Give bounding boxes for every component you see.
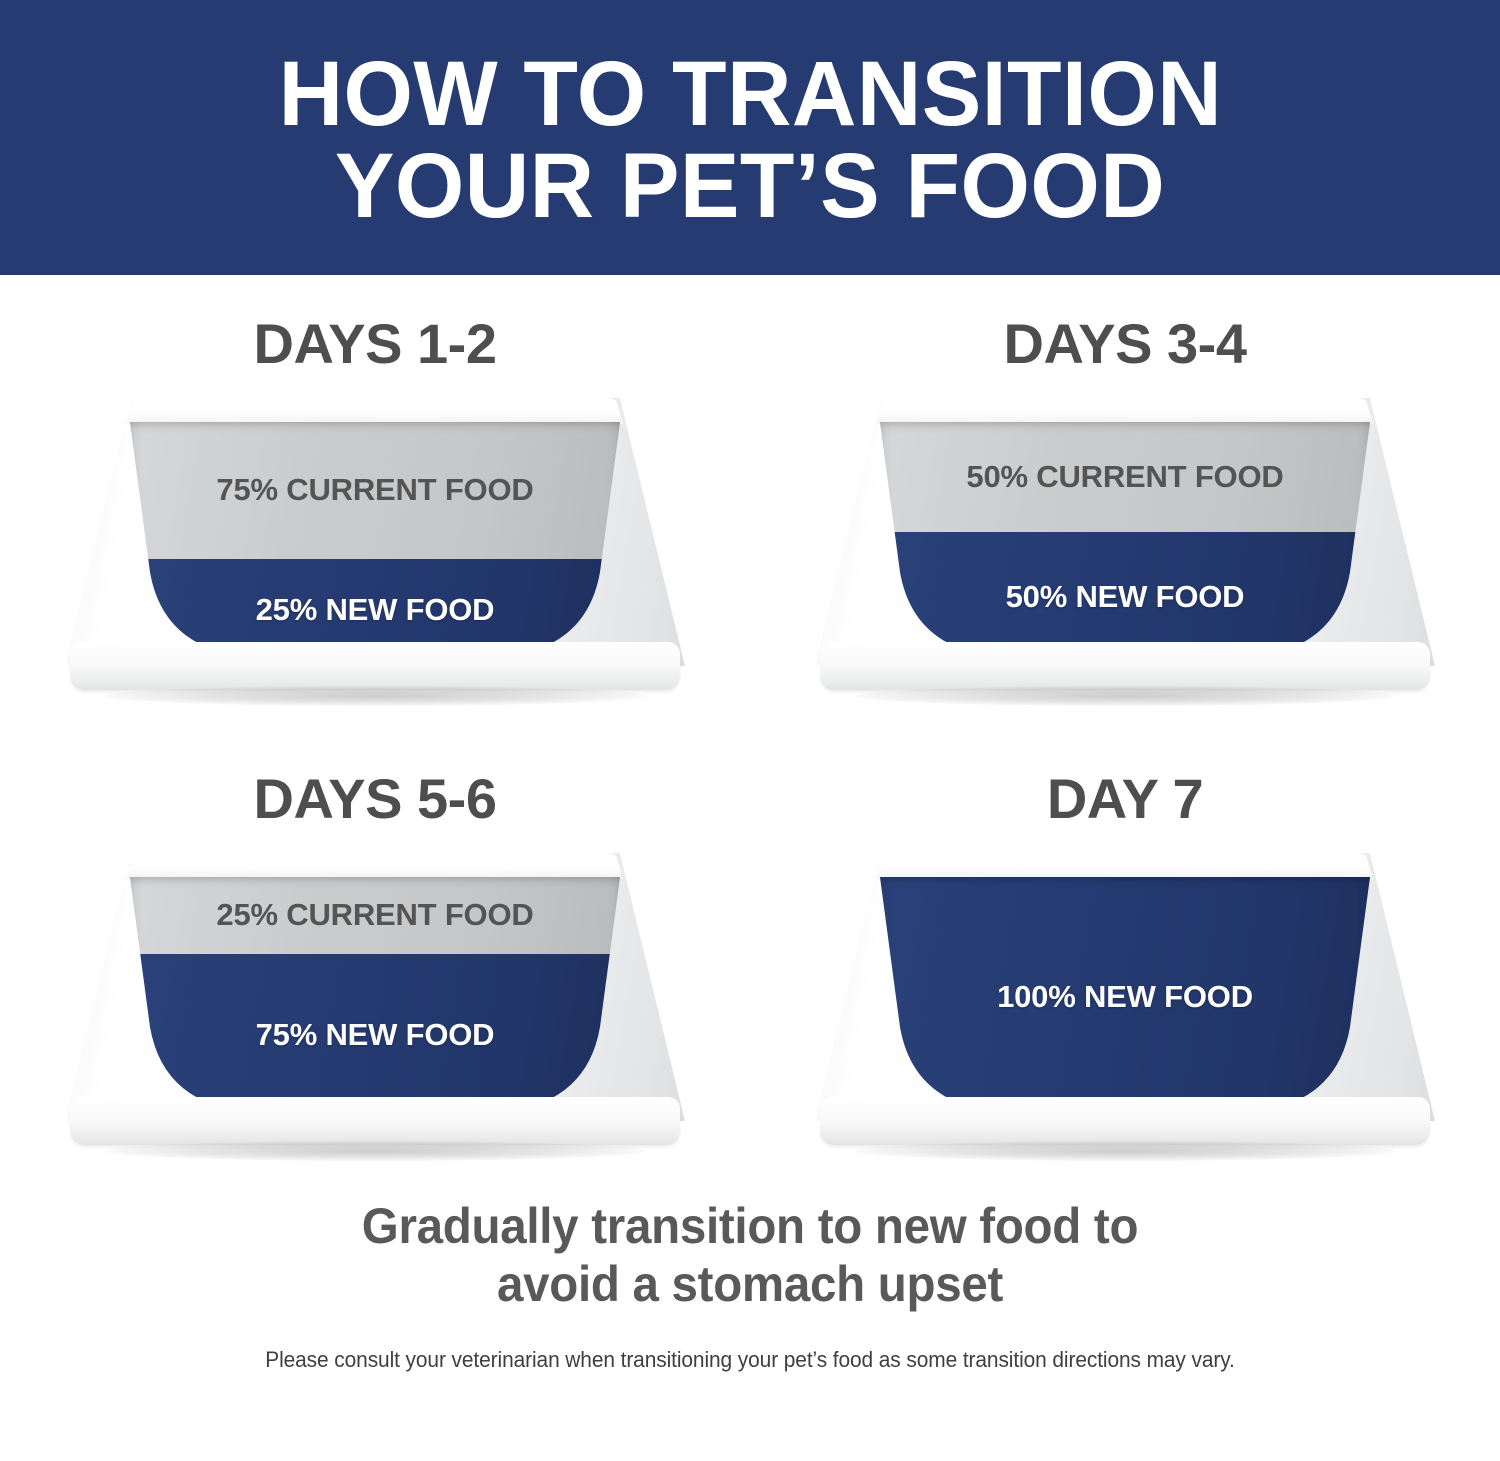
step-card-day-7: DAY 7 100% NEW FOOD bbox=[750, 766, 1500, 1173]
step-title-days-1-2: DAYS 1-2 bbox=[253, 312, 497, 375]
bowl-drop-shadow bbox=[105, 686, 645, 706]
step-title-days-3-4: DAYS 3-4 bbox=[1003, 312, 1247, 375]
step-card-days-5-6: DAYS 5-6 25% CURRENT FOOD 75% NEW FOOD bbox=[0, 766, 750, 1173]
new-food-label: 50% NEW FOOD bbox=[1005, 579, 1245, 615]
current-food-portion: 25% CURRENT FOOD bbox=[130, 877, 620, 954]
new-food-portion: 100% NEW FOOD bbox=[880, 877, 1370, 1117]
bowl-drop-shadow bbox=[105, 1141, 645, 1161]
new-food-label: 100% NEW FOOD bbox=[997, 979, 1253, 1015]
bowl-drop-shadow bbox=[855, 686, 1395, 706]
bowl-cavity: 50% CURRENT FOOD 50% NEW FOOD bbox=[880, 422, 1370, 662]
bowl-rim bbox=[127, 853, 623, 879]
step-title-day-7: DAY 7 bbox=[1046, 767, 1204, 830]
header-banner: HOW TO TRANSITION YOUR PET’S FOOD bbox=[0, 0, 1500, 275]
bowl-drop-shadow bbox=[855, 1141, 1395, 1161]
transition-steps-grid: DAYS 1-2 75% CURRENT FOOD 25% NEW FOOD D… bbox=[0, 275, 1500, 1173]
current-food-portion: 50% CURRENT FOOD bbox=[880, 422, 1370, 532]
step-title-days-5-6: DAYS 5-6 bbox=[253, 767, 497, 830]
bowl-base bbox=[70, 1097, 680, 1145]
new-food-portion: 50% NEW FOOD bbox=[880, 532, 1370, 662]
bowl-cavity: 75% CURRENT FOOD 25% NEW FOOD bbox=[130, 422, 620, 662]
food-bowl-days-1-2: 75% CURRENT FOOD 25% NEW FOOD bbox=[65, 398, 685, 718]
footer-headline-line-2: avoid a stomach upset bbox=[496, 1256, 1004, 1312]
footer-disclaimer: Please consult your veterinarian when tr… bbox=[265, 1347, 1235, 1372]
bowl-cavity: 25% CURRENT FOOD 75% NEW FOOD bbox=[130, 877, 620, 1117]
bowl-cavity: 100% NEW FOOD bbox=[880, 877, 1370, 1117]
footer-headline-line-1: Gradually transition to new food to bbox=[361, 1198, 1139, 1254]
new-food-label: 25% NEW FOOD bbox=[255, 592, 495, 628]
step-card-days-3-4: DAYS 3-4 50% CURRENT FOOD 50% NEW FOOD bbox=[750, 311, 1500, 718]
bowl-rim bbox=[877, 853, 1373, 879]
food-bowl-days-5-6: 25% CURRENT FOOD 75% NEW FOOD bbox=[65, 853, 685, 1173]
food-bowl-days-3-4: 50% CURRENT FOOD 50% NEW FOOD bbox=[815, 398, 1435, 718]
bowl-base bbox=[820, 1097, 1430, 1145]
bowl-rim bbox=[127, 398, 623, 424]
step-card-days-1-2: DAYS 1-2 75% CURRENT FOOD 25% NEW FOOD bbox=[0, 311, 750, 718]
new-food-label: 75% NEW FOOD bbox=[255, 1017, 495, 1053]
food-bowl-day-7: 100% NEW FOOD bbox=[815, 853, 1435, 1173]
bowl-rim bbox=[877, 398, 1373, 424]
page-title-line-1: HOW TO TRANSITION bbox=[278, 43, 1222, 146]
page-title-line-2: YOUR PET’S FOOD bbox=[334, 134, 1166, 237]
current-food-portion: 75% CURRENT FOOD bbox=[130, 422, 620, 559]
bowl-base bbox=[70, 642, 680, 690]
bowl-base bbox=[820, 642, 1430, 690]
footer: Gradually transition to new food to avoi… bbox=[0, 1197, 1500, 1373]
current-food-label: 75% CURRENT FOOD bbox=[216, 472, 534, 508]
current-food-label: 25% CURRENT FOOD bbox=[216, 897, 534, 933]
new-food-portion: 75% NEW FOOD bbox=[130, 954, 620, 1117]
current-food-label: 50% CURRENT FOOD bbox=[966, 459, 1284, 495]
